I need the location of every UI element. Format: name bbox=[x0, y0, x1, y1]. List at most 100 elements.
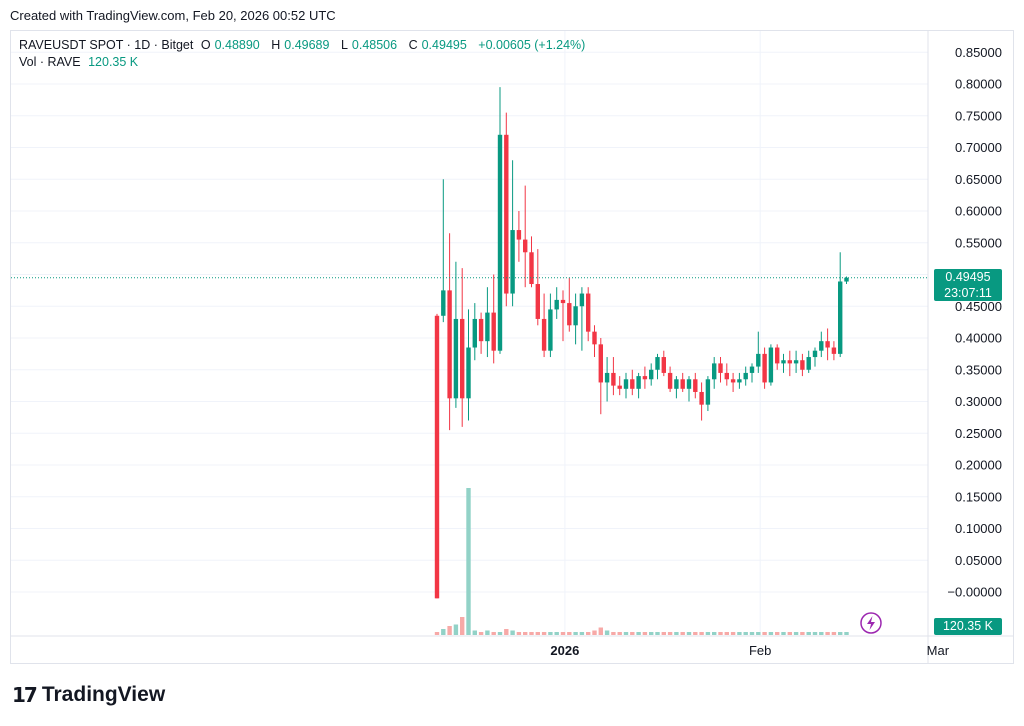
volume-bar bbox=[604, 630, 610, 635]
volume-bar bbox=[623, 632, 629, 635]
candle bbox=[466, 309, 471, 421]
candle bbox=[516, 211, 522, 262]
volume-bar bbox=[548, 632, 553, 635]
y-tick-label: 0.55000 bbox=[955, 235, 1002, 250]
candle-body bbox=[762, 353, 767, 383]
volume-bar bbox=[598, 627, 603, 635]
candle bbox=[712, 357, 717, 389]
candle bbox=[485, 287, 490, 358]
volume-bar bbox=[667, 632, 673, 635]
candle-body bbox=[724, 372, 729, 380]
candle-body bbox=[579, 293, 585, 307]
candle bbox=[775, 344, 780, 370]
candle bbox=[743, 366, 748, 386]
candle bbox=[762, 347, 767, 389]
tradingview-logo[interactable]: 17 TradingView bbox=[12, 683, 165, 707]
y-tick-label: 0.15000 bbox=[955, 489, 1002, 504]
volume-bar bbox=[724, 632, 729, 635]
candle bbox=[604, 357, 610, 402]
candle-body bbox=[630, 379, 635, 389]
volume-bar bbox=[705, 632, 711, 635]
chart-legend: RAVEUSDT SPOT · 1D · Bitget O 0.48890 H 0.… bbox=[19, 37, 589, 71]
volume-bar bbox=[560, 632, 566, 635]
candle-body bbox=[510, 230, 515, 294]
candle-body bbox=[535, 284, 540, 319]
candle bbox=[787, 350, 792, 377]
y-axis: 0.85000 0.80000 0.75000 0.70000 0.65000 0.600… bbox=[11, 31, 1013, 663]
candle-body bbox=[661, 357, 666, 373]
y-tick-label: 0.10000 bbox=[955, 521, 1002, 536]
x-tick-label: Mar bbox=[927, 643, 950, 658]
candle bbox=[718, 357, 723, 383]
candle bbox=[441, 179, 446, 323]
volume-bar bbox=[693, 632, 698, 635]
high-label: H bbox=[271, 38, 281, 52]
x-tick-label: Feb bbox=[749, 643, 771, 658]
bolt-icon[interactable] bbox=[860, 612, 882, 634]
volume-bar bbox=[573, 632, 578, 635]
candle bbox=[453, 261, 459, 408]
y-tick-label: 0.60000 bbox=[955, 204, 1002, 219]
candle bbox=[844, 276, 849, 284]
volume-bar bbox=[491, 632, 496, 635]
candle bbox=[667, 366, 673, 392]
volume-bar bbox=[825, 632, 830, 635]
legend-volume-row: Vol · RAVE 120.35 K bbox=[19, 54, 589, 71]
candle-body bbox=[548, 309, 553, 351]
volume-bar bbox=[674, 632, 679, 635]
candle bbox=[800, 353, 805, 377]
candle-body bbox=[460, 318, 465, 399]
volume-bar bbox=[453, 624, 459, 635]
candle bbox=[560, 290, 566, 342]
candle-body bbox=[737, 379, 742, 383]
y-tick-label: 0.85000 bbox=[955, 45, 1002, 60]
open-value: 0.48890 bbox=[214, 38, 260, 52]
candle bbox=[838, 252, 843, 358]
y-tick-label: 0.20000 bbox=[955, 458, 1002, 473]
candle-body bbox=[793, 360, 799, 364]
change-value: +0.00605 (+1.24%) bbox=[478, 38, 586, 52]
candle-body bbox=[497, 134, 503, 351]
candle bbox=[504, 112, 509, 307]
candle-body bbox=[586, 293, 591, 332]
volume-bar bbox=[730, 632, 736, 635]
volume-bar bbox=[497, 632, 503, 635]
tradingview-logo-icon: 17 bbox=[12, 683, 38, 707]
volume-bar bbox=[756, 632, 761, 635]
volume-bar bbox=[712, 632, 717, 635]
volume-bar bbox=[523, 632, 528, 635]
volume-bar bbox=[541, 632, 547, 635]
open-label: O bbox=[200, 38, 211, 52]
candle-body bbox=[699, 391, 704, 405]
candle bbox=[636, 372, 641, 399]
candle-body bbox=[491, 312, 496, 351]
volume-bar bbox=[838, 632, 843, 635]
candle bbox=[497, 87, 503, 354]
volume-bar bbox=[812, 632, 818, 635]
y-tick-label: 0.75000 bbox=[955, 108, 1002, 123]
candle bbox=[478, 312, 484, 354]
y-tick-label: −0.00000 bbox=[947, 585, 1002, 600]
volume-bar bbox=[749, 632, 755, 635]
candle-body bbox=[812, 350, 818, 358]
volume-bar bbox=[661, 632, 666, 635]
symbol-label[interactable]: RAVEUSDT SPOT · 1D · Bitget bbox=[19, 38, 194, 52]
chart-frame[interactable] bbox=[10, 30, 1014, 664]
candle bbox=[510, 160, 515, 307]
low-label: L bbox=[340, 38, 348, 52]
candle-body bbox=[541, 318, 547, 351]
volume-tag: 120.35 K bbox=[934, 618, 1002, 635]
candle bbox=[649, 363, 654, 386]
candle-body bbox=[825, 341, 830, 348]
volume-bar bbox=[680, 632, 685, 635]
candle bbox=[592, 325, 597, 358]
candle-body bbox=[434, 315, 440, 599]
candle-body bbox=[712, 363, 717, 380]
close-value: 0.49495 bbox=[421, 38, 467, 52]
candle bbox=[460, 268, 465, 427]
candle-body bbox=[787, 360, 792, 364]
volume-label[interactable]: Vol · RAVE bbox=[19, 55, 81, 69]
candle-body bbox=[749, 366, 755, 373]
volume-bar bbox=[472, 630, 477, 635]
